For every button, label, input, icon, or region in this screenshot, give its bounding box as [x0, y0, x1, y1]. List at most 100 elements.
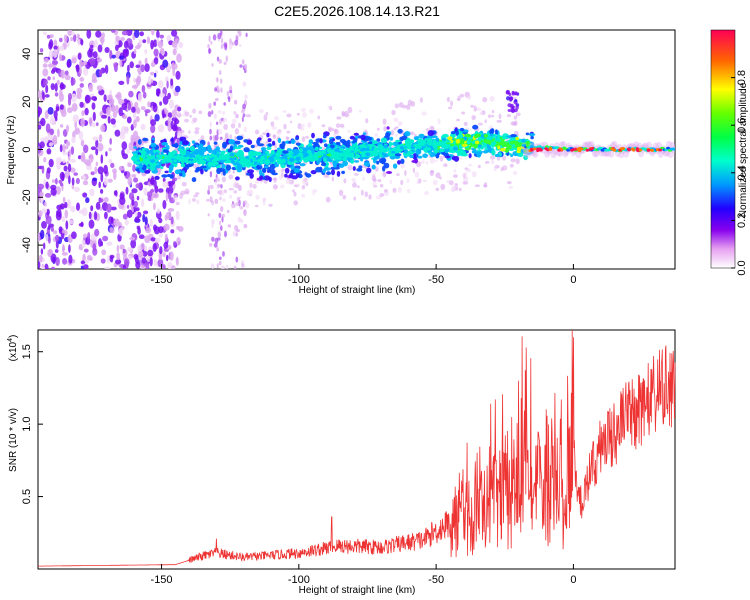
spectrogram-cell [283, 123, 287, 130]
spectrogram-cell [133, 177, 139, 183]
spectrogram-cell [348, 154, 354, 158]
spectrogram-cell [78, 223, 84, 227]
spectrogram-cell [158, 161, 162, 165]
spectrogram-cell [38, 124, 42, 130]
spectrogram-cell [54, 82, 58, 92]
spectrogram-y-ticks: -40 -20 0 20 40 [21, 48, 43, 253]
spectrogram-cell [354, 144, 359, 150]
spectrogram-cell [175, 210, 180, 221]
spectrogram-cell [150, 119, 157, 126]
spectrogram-cell [171, 30, 178, 37]
spectrogram-cell [74, 127, 80, 135]
spectrogram-cell [58, 226, 63, 232]
spectrogram-cell [430, 170, 435, 174]
spectrogram-cell [161, 109, 165, 119]
spectrogram-cell [52, 49, 58, 58]
spectrogram-cell [376, 138, 381, 142]
spectrogram-cell [82, 180, 89, 186]
spectrogram-cell [473, 105, 477, 112]
spectrogram-cell [326, 171, 332, 176]
spectrogram-cell [386, 171, 393, 174]
spectrogram-cell [98, 181, 101, 189]
spectrogram-cell [97, 142, 104, 152]
spectrogram-cell [88, 117, 93, 125]
spectrogram-cell [116, 252, 120, 261]
spectrogram-cell [133, 77, 136, 84]
spectrogram-cell [210, 41, 213, 45]
spectrogram-cell [180, 151, 187, 156]
spectrogram-cell [326, 148, 332, 154]
spectrogram-cell [46, 148, 52, 155]
spectrogram-cell [207, 111, 212, 117]
spectrogram-cell [336, 170, 341, 177]
spectrogram-cell [48, 158, 54, 168]
spectrogram-cell [174, 85, 181, 93]
spectrogram-cell [463, 137, 468, 141]
spectrogram-cell [229, 152, 235, 157]
spectrogram-cell [638, 148, 643, 152]
spectrogram-cell [80, 139, 85, 147]
spectrogram-cell [67, 107, 73, 114]
spectrogram-cell [219, 220, 221, 226]
spectrogram-cell [38, 210, 43, 218]
spectrogram-cell [451, 185, 456, 192]
spectrogram-cell [426, 138, 433, 143]
spectrogram-cell [152, 39, 158, 48]
spectrogram-cell [235, 232, 238, 237]
spectrogram-cell [510, 147, 517, 151]
spectrogram-cell [106, 106, 111, 116]
spectrogram-cell [221, 216, 224, 223]
spectrogram-cell [77, 52, 82, 60]
spectrogram-cell [254, 204, 259, 208]
spectrogram-cell [159, 101, 163, 106]
spectrogram-cell [189, 115, 193, 118]
spectrogram-cell [45, 233, 49, 242]
spectrogram-cell [165, 192, 169, 202]
spectrogram-cell [363, 161, 370, 167]
spectrogram-cell [140, 106, 146, 111]
spectrogram-cell [133, 146, 138, 149]
spectrogram-cell [50, 226, 55, 232]
spectrogram-cell [278, 158, 282, 161]
spectrogram-cell [277, 159, 283, 165]
spectrogram-cell [468, 164, 472, 167]
spectrogram-cell [145, 261, 150, 269]
spectrogram-cell [494, 129, 498, 135]
spectrogram-cell [284, 167, 290, 174]
spectrogram-cell [55, 257, 60, 266]
snr-multiplier-base: (x10 [8, 341, 19, 361]
spectrogram-cell [220, 184, 223, 189]
spectrogram-cell [167, 112, 173, 118]
spectrogram-cell [309, 108, 314, 114]
spectrogram-cell [522, 147, 529, 156]
spectrogram-cell [297, 183, 300, 187]
spectrogram-cell [71, 136, 76, 144]
spectrogram-x-tick-label: -150 [151, 274, 173, 286]
spectrogram-cell [618, 150, 625, 159]
spectrogram-cell [323, 143, 328, 147]
spectrogram-cell [182, 140, 190, 145]
spectrogram-cell [65, 124, 70, 133]
spectrogram-cell [142, 213, 146, 223]
spectrogram-cell [391, 109, 396, 116]
spectrogram-cell [610, 147, 615, 151]
spectrogram-cell [211, 110, 214, 115]
spectrogram-cell [130, 239, 137, 249]
spectrogram-cell [46, 34, 51, 39]
spectrogram-cell [380, 137, 388, 144]
spectrogram-cell [70, 158, 76, 163]
spectrogram-cell [360, 134, 366, 141]
spectrogram-cell [256, 138, 260, 145]
spectrogram-cell [550, 150, 557, 159]
spectrogram-cell [106, 203, 112, 213]
spectrogram-cell [225, 264, 229, 269]
spectrogram-cell [220, 225, 223, 232]
spectrogram-cell [491, 149, 496, 156]
spectrogram-cell [335, 141, 341, 146]
spectrogram-cell [447, 106, 453, 110]
spectrogram-cell [523, 154, 528, 161]
spectrogram-cell [273, 134, 276, 140]
spectrogram-cell [222, 117, 228, 122]
spectrogram-cell [108, 97, 115, 106]
spectrogram-cell [482, 97, 488, 103]
